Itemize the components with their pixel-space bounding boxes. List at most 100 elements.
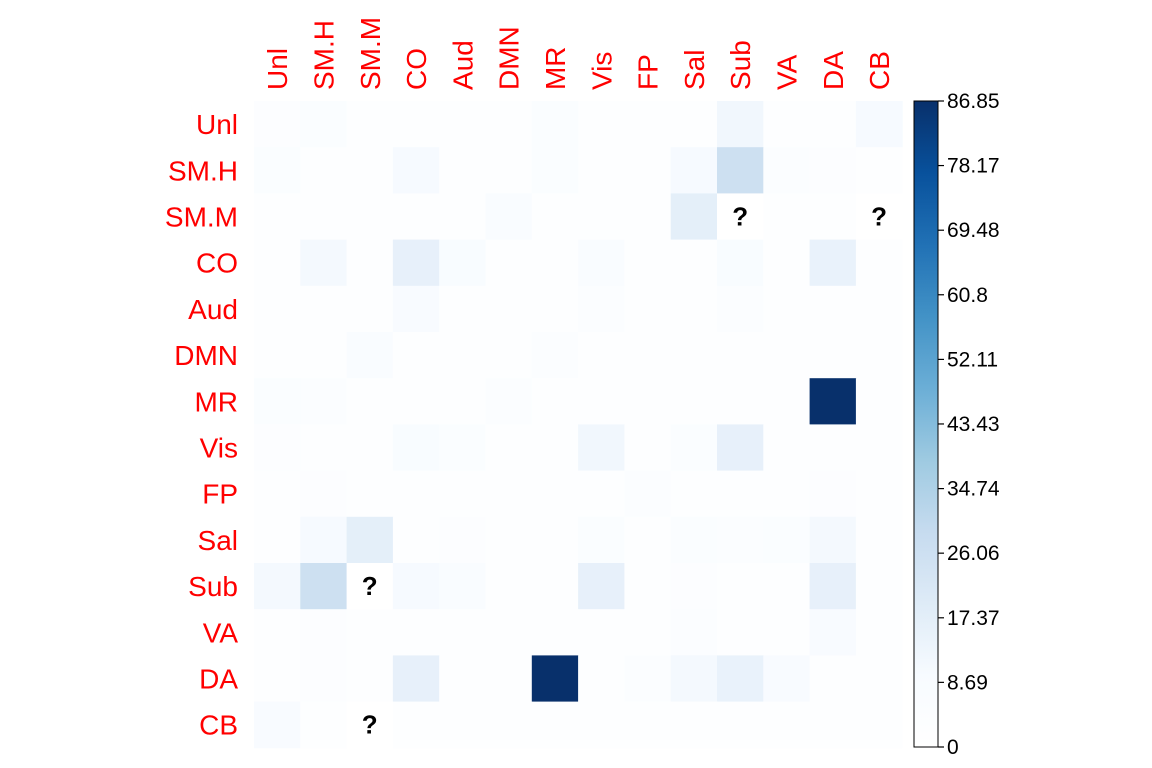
heatmap-cell	[624, 101, 672, 148]
heatmap-cell	[578, 285, 625, 333]
heatmap-cell	[254, 101, 301, 148]
heatmap-cell	[809, 332, 857, 379]
heatmap-cell	[254, 609, 301, 656]
colorbar-tick-label: 69.48	[947, 219, 1000, 242]
heatmap-cell	[624, 563, 672, 610]
row-label: CB	[199, 710, 238, 741]
heatmap-cell	[670, 193, 718, 241]
heatmap-cell	[670, 470, 718, 518]
heatmap-cell	[392, 147, 440, 194]
column-label: DMN	[494, 26, 525, 90]
heatmap-cell	[763, 470, 811, 518]
heatmap-cell	[531, 239, 579, 287]
heatmap-cell	[300, 378, 348, 425]
heatmap-cell	[300, 563, 348, 610]
heatmap-cell	[809, 193, 857, 241]
heatmap-cell	[624, 701, 672, 749]
heatmap-cell	[300, 516, 348, 564]
heatmap-cell	[763, 424, 811, 472]
heatmap-cell	[809, 378, 857, 425]
heatmap-cell	[254, 701, 301, 749]
heatmap-cell	[346, 239, 394, 287]
heatmap-cell	[439, 193, 486, 241]
heatmap-cell	[300, 239, 348, 287]
heatmap-cell	[670, 655, 718, 703]
heatmap-cell	[763, 378, 811, 425]
heatmap-cell	[670, 563, 718, 610]
heatmap-cell	[439, 101, 486, 148]
heatmap-cell	[254, 332, 301, 379]
row-label: Sal	[198, 525, 238, 556]
heatmap-cell-missing	[346, 701, 394, 749]
heatmap-cell	[855, 285, 903, 333]
heatmap-cell	[855, 516, 903, 564]
heatmap-cell	[392, 332, 440, 379]
heatmap-cell	[624, 424, 672, 472]
heatmap-cell	[439, 701, 486, 749]
heatmap-cell	[670, 609, 718, 656]
heatmap-cell	[531, 101, 579, 148]
heatmap-cell	[578, 655, 625, 703]
heatmap-cell	[578, 701, 625, 749]
heatmap-cell-missing	[855, 193, 903, 241]
heatmap-cell	[670, 285, 718, 333]
heatmap-cell	[855, 101, 903, 148]
colorbar-tick-label: 43.43	[947, 413, 1000, 436]
heatmap-cell	[578, 378, 625, 425]
heatmap-cell	[485, 239, 533, 287]
heatmap-cell	[578, 239, 625, 287]
heatmap-cell	[392, 193, 440, 241]
heatmap-cell	[855, 701, 903, 749]
heatmap-cell	[578, 470, 625, 518]
heatmap-cell	[855, 332, 903, 379]
heatmap-cell	[531, 424, 579, 472]
heatmap-cell	[439, 563, 486, 610]
heatmap-cell	[254, 378, 301, 425]
heatmap-cell	[254, 424, 301, 472]
heatmap-cell	[809, 609, 857, 656]
heatmap-cell	[485, 701, 533, 749]
heatmap-cell	[624, 285, 672, 333]
heatmap-cell	[346, 285, 394, 333]
missing-value-marker: ?	[362, 571, 378, 601]
heatmap-cell	[439, 516, 486, 564]
column-label: Vis	[586, 52, 617, 90]
heatmap-cell	[670, 147, 718, 194]
heatmap-cell	[531, 285, 579, 333]
heatmap-cell	[485, 378, 533, 425]
heatmap-cell	[809, 424, 857, 472]
heatmap-cell	[392, 101, 440, 148]
row-label: DMN	[174, 340, 238, 371]
heatmap-cell	[763, 239, 811, 287]
column-label: CB	[864, 51, 895, 90]
heatmap-cell	[485, 193, 533, 241]
heatmap-cell	[763, 655, 811, 703]
heatmap-cell	[670, 101, 718, 148]
heatmap-cell	[809, 285, 857, 333]
heatmap-cell	[439, 424, 486, 472]
heatmap-cell	[439, 470, 486, 518]
colorbar-ticks: 0 8.69 17.37 26.06 34.74 43.43 52.11 60.8 69.48 7…	[938, 90, 1000, 759]
heatmap-cell	[717, 470, 764, 518]
heatmap-cell	[392, 609, 440, 656]
heatmap-cell	[300, 147, 348, 194]
heatmap-cell	[254, 239, 301, 287]
heatmap-cell	[855, 609, 903, 656]
heatmap-cell	[531, 655, 579, 703]
heatmap-cell	[624, 239, 672, 287]
heatmap-cell	[485, 655, 533, 703]
missing-value-marker: ?	[732, 202, 748, 232]
heatmap-cell	[531, 609, 579, 656]
heatmap-cell	[717, 378, 764, 425]
heatmap-cell	[485, 516, 533, 564]
colorbar: 0 8.69 17.37 26.06 34.74 43.43 52.11 60.8 69.48 7…	[913, 90, 1000, 759]
heatmap-cell	[717, 701, 764, 749]
column-labels: Unl SM.H SM.M CO Aud DMN MR Vis FP Sal Sub VA DA CB	[262, 17, 895, 90]
heatmap-cell	[254, 655, 301, 703]
heatmap-cell	[485, 470, 533, 518]
heatmap-cell	[439, 609, 486, 656]
heatmap-cell	[531, 470, 579, 518]
colorbar-tick-label: 86.85	[947, 90, 1000, 113]
heatmap-cell	[624, 516, 672, 564]
heatmap-cell	[809, 563, 857, 610]
